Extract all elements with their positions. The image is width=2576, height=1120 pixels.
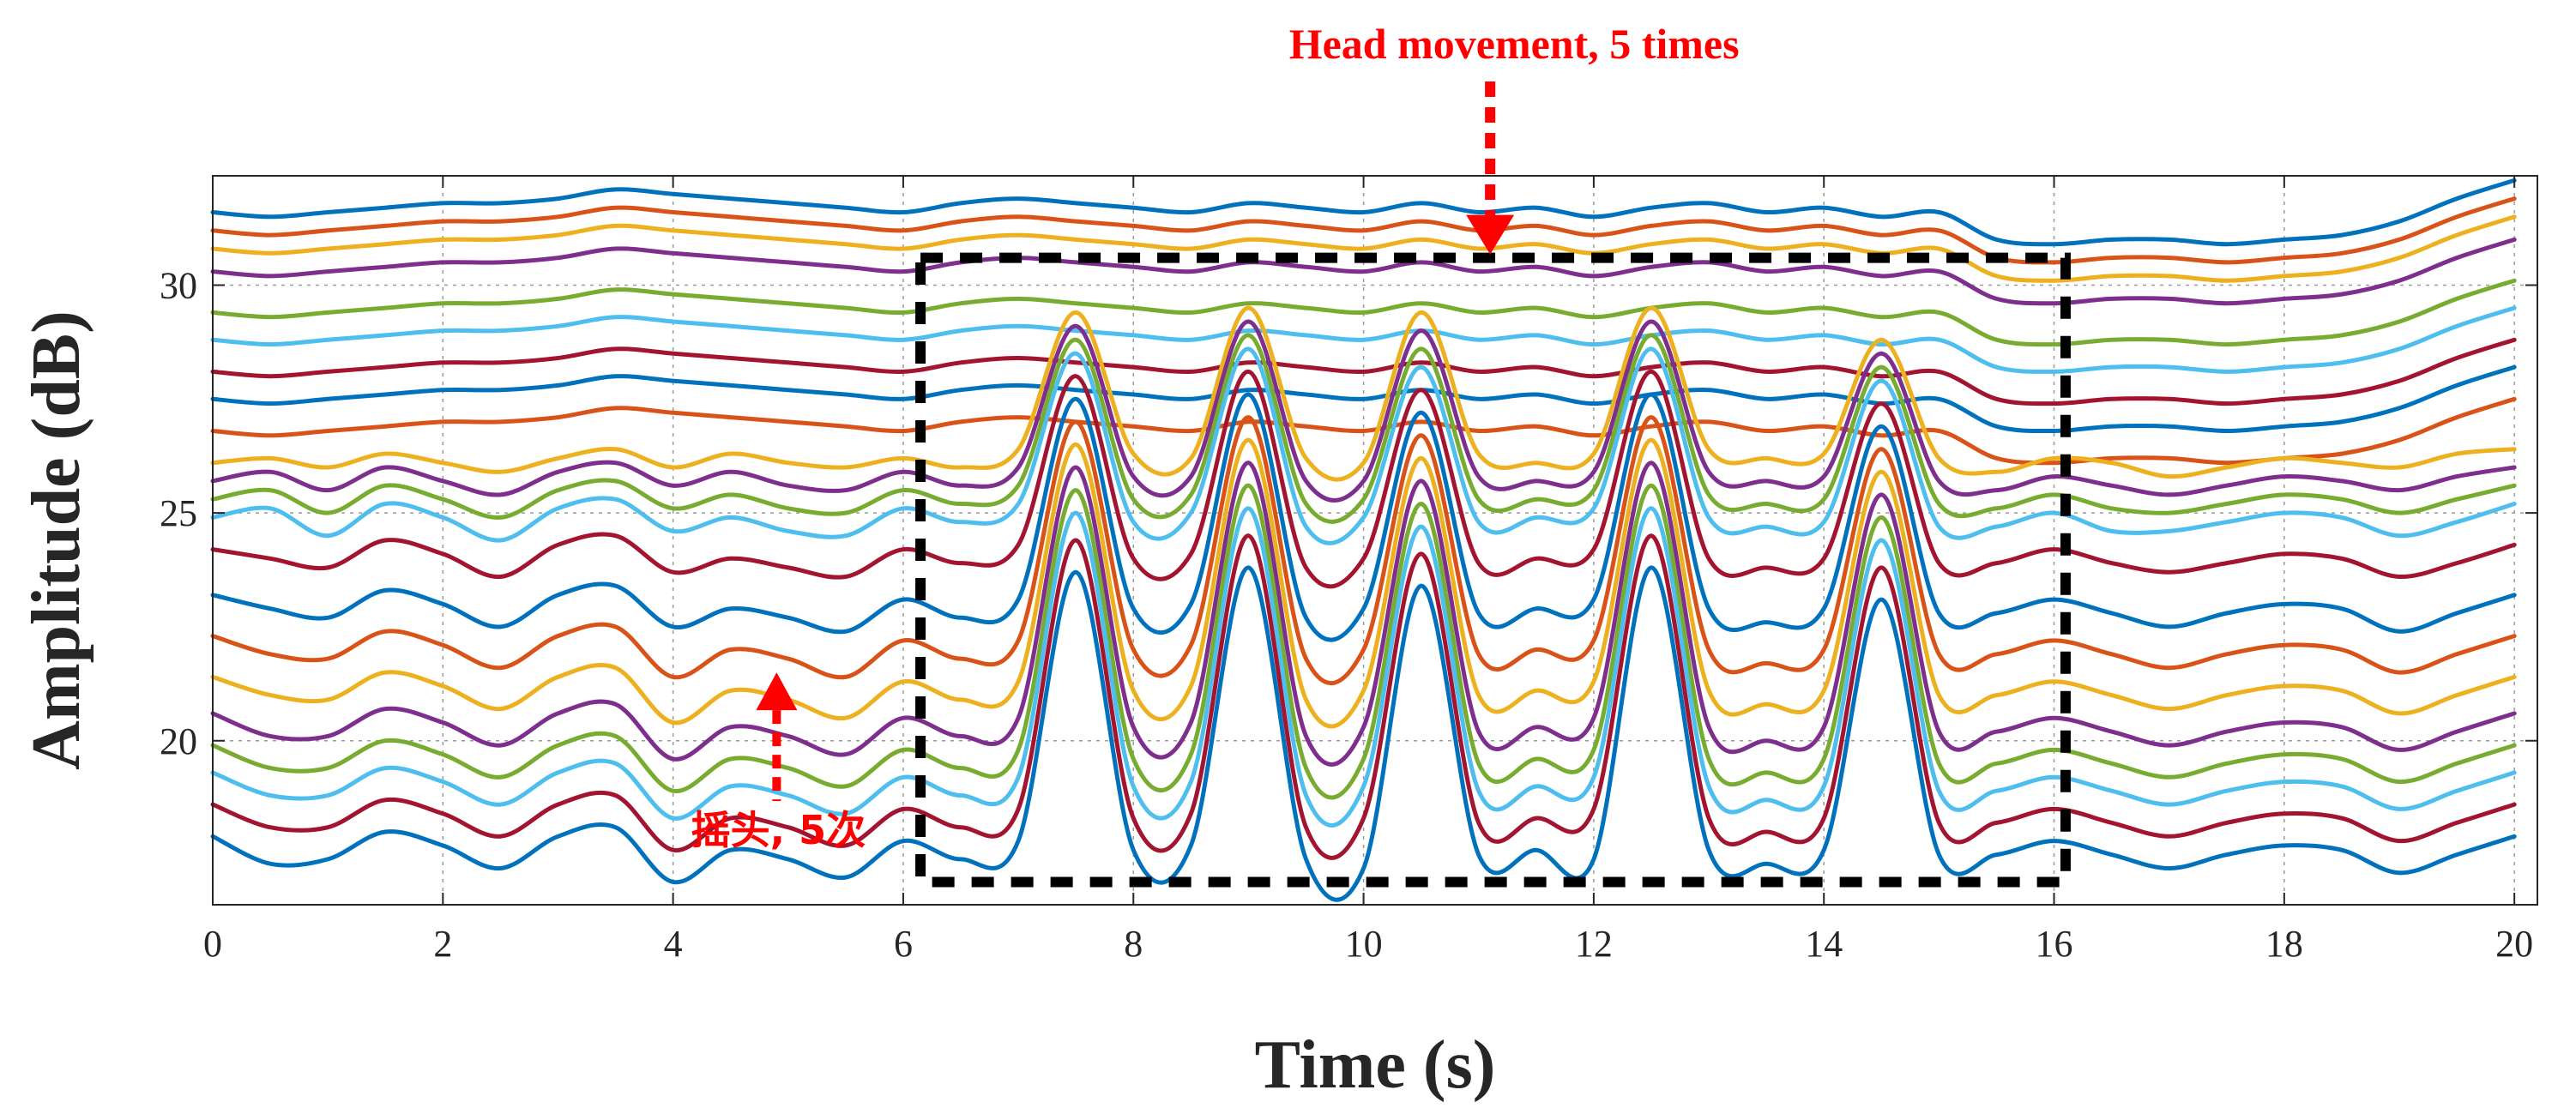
series-line: [210, 392, 2517, 642]
series-line: [210, 565, 2517, 902]
x-tick-label: 20: [2495, 923, 2533, 965]
x-tick-label: 4: [664, 923, 683, 965]
y-tick-label: 20: [160, 720, 197, 762]
series-line: [210, 214, 2517, 283]
dashed-highlight-rectangle: [915, 252, 2071, 888]
series-line: [210, 319, 2517, 503]
x-tick-label: 16: [2036, 923, 2073, 965]
series-line: [210, 337, 2517, 406]
annotation-head-movement: Head movement, 5 times: [1289, 20, 1740, 68]
series-line: [210, 483, 2517, 800]
x-tick-label: 6: [894, 923, 913, 965]
series-line: [210, 437, 2517, 729]
annotation-head-shake-cn: 摇头, 5次: [691, 807, 866, 853]
down-arrow-icon: [1466, 214, 1515, 255]
x-tick-label: 2: [433, 923, 452, 965]
series-line: [210, 278, 2517, 347]
annotations: Head movement, 5 times 摇头, 5次: [691, 20, 1740, 853]
x-tick-label: 18: [2265, 923, 2303, 965]
series-line: [210, 305, 2517, 482]
series-line: [210, 364, 2517, 434]
series-lines: [210, 178, 2517, 902]
x-tick-label: 8: [1124, 923, 1143, 965]
series-line: [210, 196, 2517, 265]
x-tick-label: 14: [1805, 923, 1843, 965]
series-line: [210, 396, 2517, 466]
x-tick-label: 10: [1345, 923, 1383, 965]
series-line: [210, 237, 2517, 306]
y-tick-label: 30: [160, 265, 197, 307]
series-line: [210, 369, 2517, 589]
y-tick-label: 25: [160, 492, 197, 534]
x-tick-label: 0: [203, 923, 222, 965]
series-line: [210, 178, 2517, 247]
y-axis-title: Amplitude (dB): [19, 310, 94, 770]
x-axis-title: Time (s): [1255, 1027, 1496, 1103]
series-line: [210, 415, 2517, 686]
series-line: [210, 305, 2517, 374]
series-line: [210, 506, 2517, 828]
series-line: [210, 533, 2517, 860]
highlight-box: [915, 252, 2071, 888]
x-tick-label: 12: [1575, 923, 1613, 965]
axis-ticks: 0 2 4 6 8 10 12 14 16 18 20 20 25 30: [160, 176, 2537, 965]
up-arrow-icon: [756, 672, 798, 711]
series-line: [210, 461, 2517, 767]
plot-frame: [212, 175, 2538, 906]
